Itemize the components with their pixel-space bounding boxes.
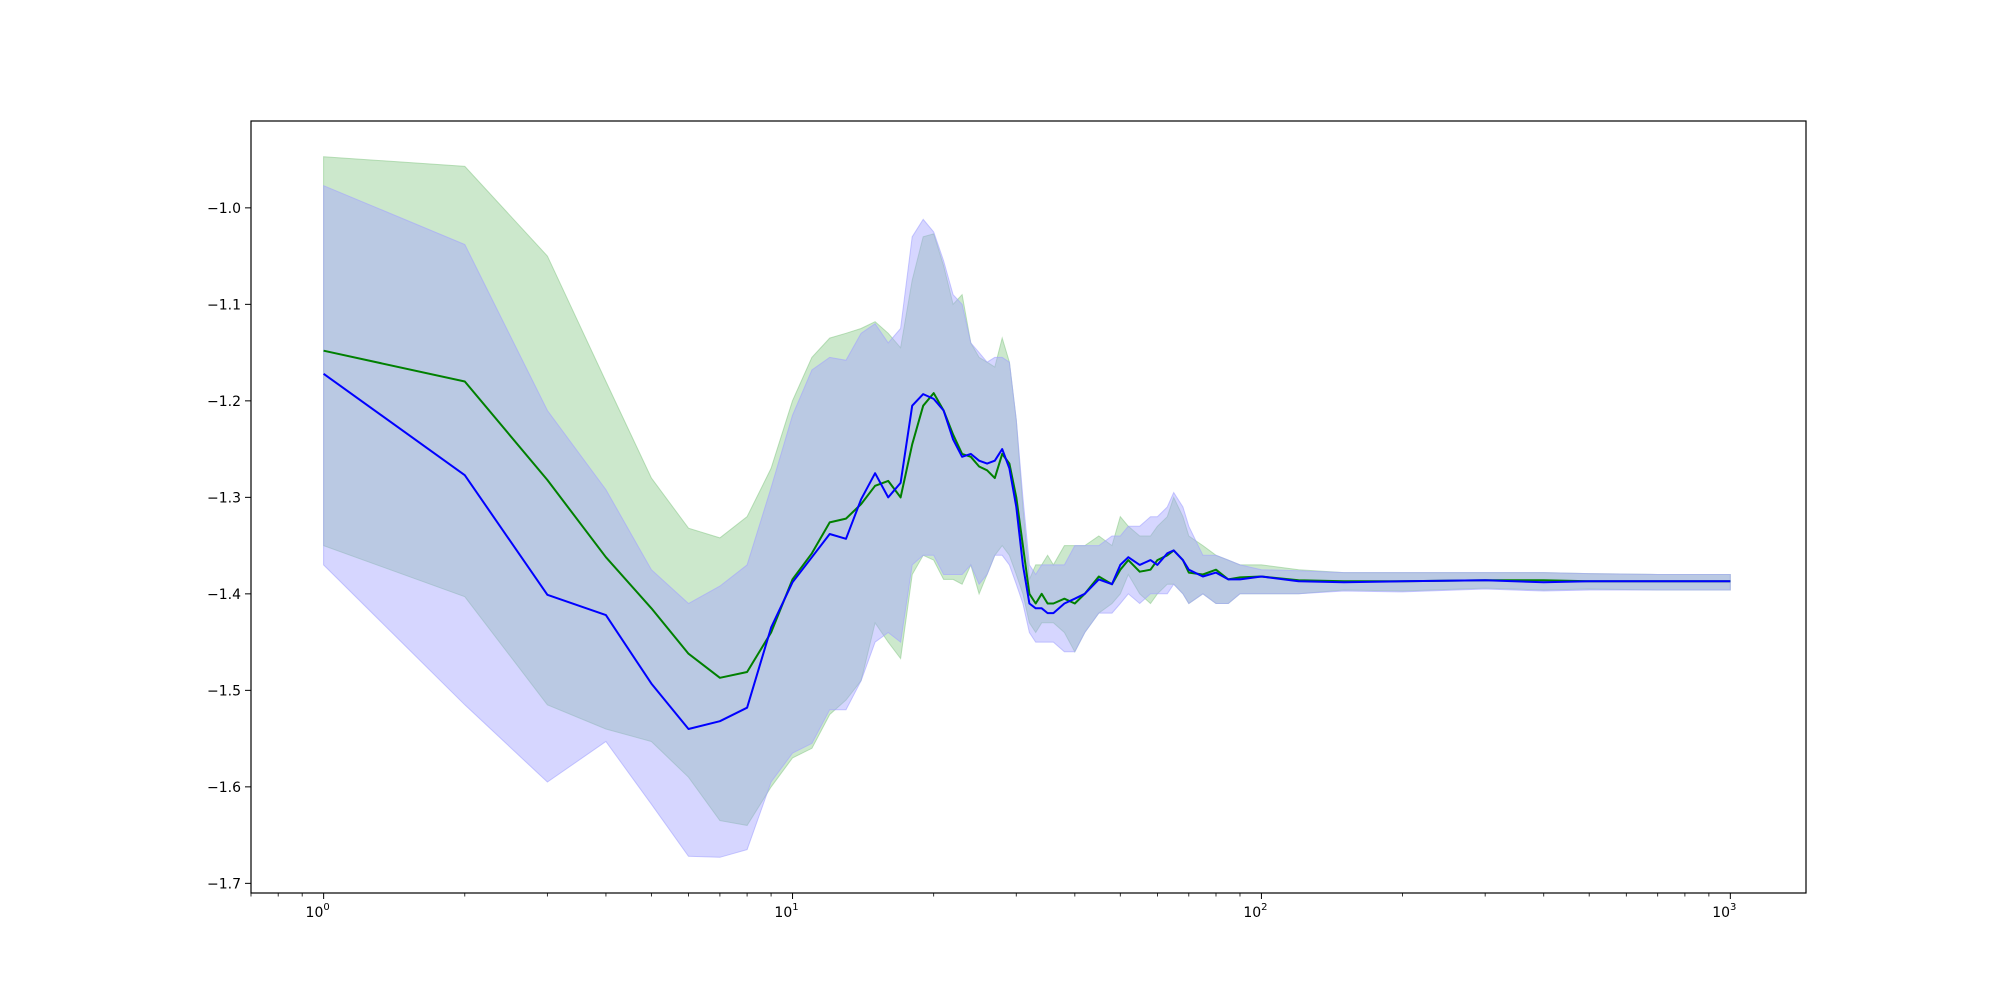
y-tick-label-5: −1.5 (207, 683, 241, 699)
y-tick-label-1: −1.1 (207, 297, 241, 313)
axes-frame (250, 120, 1807, 894)
plot-area (323, 156, 1731, 858)
x-tick-label-2: 102 (1243, 902, 1267, 921)
y-tick-label-0: −1.0 (207, 201, 241, 217)
series-2-line (323, 372, 1731, 730)
y-axis: −1.0 −1.1 −1.2 −1.3 −1.4 −1.5 −1.6 −1.7 (207, 201, 251, 892)
x-tick-label-0: 100 (306, 902, 330, 921)
y-tick-label-4: −1.4 (207, 587, 241, 603)
series-layer (323, 156, 1731, 858)
y-tick-label-3: −1.3 (207, 490, 241, 506)
x-tick-label-1: 101 (774, 902, 798, 921)
x-tick-label-3: 103 (1712, 902, 1736, 921)
y-tick-label-2: −1.2 (207, 394, 241, 410)
y-tick-label-6: −1.6 (207, 780, 241, 796)
y-tick-label-7: −1.7 (207, 876, 241, 892)
series-2-band (323, 184, 1731, 858)
x-axis: 100 101 102 103 (250, 893, 1736, 921)
